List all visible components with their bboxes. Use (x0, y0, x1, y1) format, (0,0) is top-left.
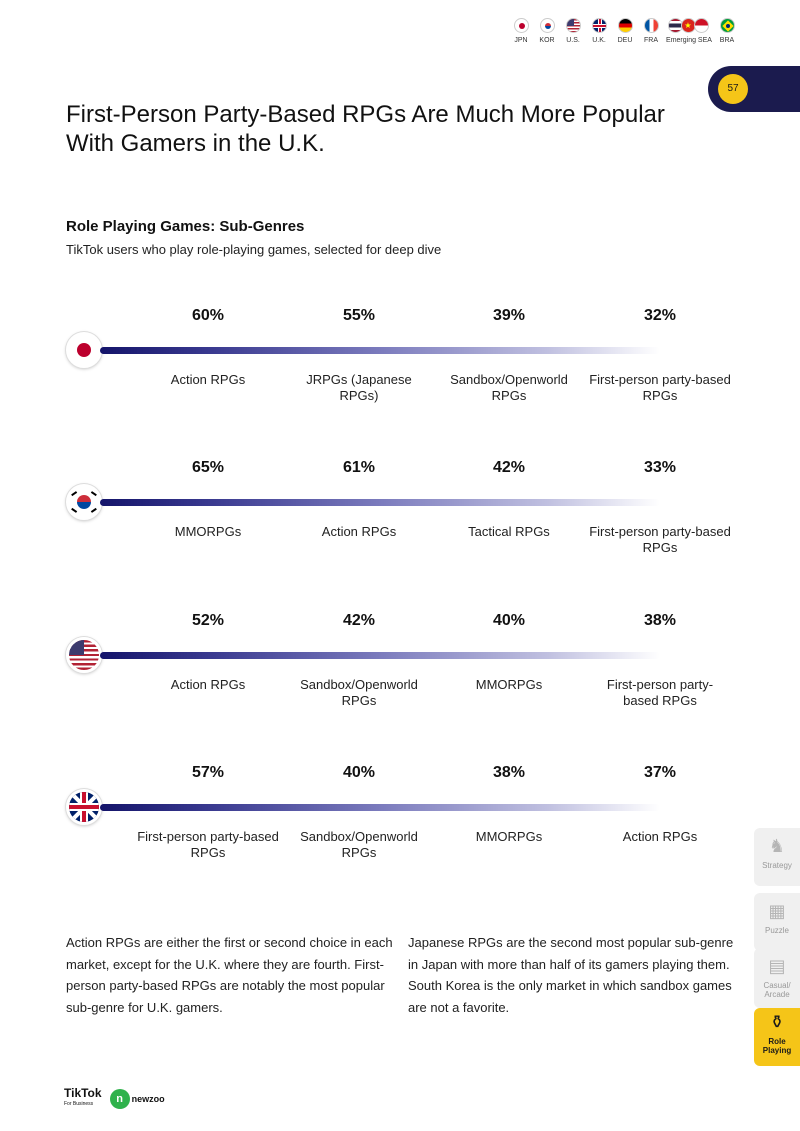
flag-jpn[interactable]: JPN (508, 18, 534, 44)
flag-label: KOR (539, 37, 555, 44)
body-text-right: Japanese RPGs are the second most popula… (408, 935, 734, 1015)
uk-flag-icon (66, 789, 102, 825)
page-title: First-Person Party-Based RPGs Are Much M… (66, 101, 665, 157)
us-flag-icon (565, 18, 581, 33)
ranking-bar (100, 499, 660, 506)
market-row-us: 52% 42% 40% 38% Action RPGs Sandbox/Open… (0, 605, 800, 715)
flag-label: JPN (514, 37, 528, 44)
flag-label: FRA (644, 37, 658, 44)
indonesia-flag-icon (693, 18, 709, 33)
tiktok-sub: For Business (64, 1101, 94, 1107)
percent-value: 52% (191, 612, 225, 629)
flag-label: DEU (617, 37, 633, 44)
uk-flag-icon (591, 18, 607, 33)
side-nav-role-playing[interactable]: ⚱ Role Playing (754, 1008, 800, 1066)
flag-fra[interactable]: FRA (638, 18, 664, 44)
subgenre-label: MMORPGs (475, 677, 543, 692)
subgenre-label: First-person party-based RPGs (606, 677, 714, 708)
percent-value: 38% (643, 612, 677, 629)
percent-value: 38% (492, 764, 526, 781)
flag-label: BRA (719, 37, 735, 44)
ranking-bar (100, 804, 660, 811)
percent-value: 61% (342, 459, 376, 476)
tiktok-wordmark: TikTok (64, 1086, 102, 1100)
percent-value: 39% (492, 307, 526, 324)
flag-label: U.S. (566, 37, 580, 44)
france-flag-icon (643, 18, 659, 33)
percent-value: 60% (191, 307, 225, 324)
subgenre-label: MMORPGs (475, 829, 543, 844)
page-number-tab: 57 (708, 66, 800, 112)
percent-value: 33% (643, 459, 677, 476)
korea-flag-icon (66, 484, 102, 520)
percent-value: 65% (191, 459, 225, 476)
flag-label: Emerging SEA (666, 37, 712, 44)
ranking-bar (100, 652, 660, 659)
subgenre-label: Tactical RPGs (468, 524, 550, 539)
flag-label: U.K. (592, 37, 606, 44)
percent-value: 40% (342, 764, 376, 781)
subgenre-label: MMORPGs (174, 524, 242, 539)
section-title: Role Playing Games: Sub-Genres (66, 218, 305, 235)
arcade-icon: ▤ (768, 956, 786, 976)
newzoo-icon: n (109, 1089, 130, 1109)
subgenre-label: First-person party-based RPGs (589, 372, 731, 403)
newzoo-logo: n newzoo (109, 1089, 165, 1109)
flag-uk[interactable]: U.K. (586, 18, 612, 44)
page-number: 57 (718, 74, 748, 104)
subgenre-label: Sandbox/Openworld RPGs (300, 677, 418, 708)
market-row-uk: 57% 40% 38% 37% First-person party-based… (0, 757, 800, 867)
percent-value: 40% (492, 612, 526, 629)
newzoo-wordmark: newzoo (131, 1094, 165, 1104)
market-row-korea: 65% 61% 42% 33% MMORPGs Action RPGs Tact… (0, 452, 800, 562)
korea-flag-icon (539, 18, 555, 33)
flag-deu[interactable]: DEU (612, 18, 638, 44)
subgenre-label: Action RPGs (170, 372, 246, 387)
percent-value: 37% (643, 764, 677, 781)
puzzle-icon: ▦ (768, 901, 786, 921)
percent-value: 57% (191, 764, 225, 781)
flag-us[interactable]: U.S. (560, 18, 586, 44)
percent-value: 42% (492, 459, 526, 476)
chess-knight-icon: ♞ (768, 836, 786, 856)
body-text-left: Action RPGs are either the first or seco… (66, 935, 393, 1015)
percent-value: 42% (342, 612, 376, 629)
footer-logos: TikTok For Business n newzoo (64, 1086, 165, 1110)
subgenre-label: JRPGs (Japanese RPGs) (306, 372, 412, 403)
section-description: TikTok users who play role-playing games… (66, 242, 442, 257)
ranking-bar (100, 347, 660, 354)
us-flag-icon (66, 637, 102, 673)
side-nav-puzzle[interactable]: ▦ Puzzle (754, 893, 800, 951)
subgenre-label: Action RPGs (622, 829, 698, 844)
tiktok-logo: TikTok For Business (64, 1086, 102, 1110)
side-nav-strategy[interactable]: ♞ Strategy (754, 828, 800, 886)
market-flags: JPN KOR U.S. U.K. DEU FRA ★ Emerging SEA… (508, 18, 740, 44)
germany-flag-icon (617, 18, 633, 33)
side-nav-label: Casual/ Arcade (763, 981, 791, 999)
brazil-flag-icon (719, 18, 735, 33)
flag-kor[interactable]: KOR (534, 18, 560, 44)
percent-value: 32% (643, 307, 677, 324)
subgenre-label: First-person party-based RPGs (589, 524, 731, 555)
side-nav-casual-arcade[interactable]: ▤ Casual/ Arcade (754, 948, 800, 1008)
japan-flag-icon (66, 332, 102, 368)
side-nav-label: Puzzle (764, 926, 789, 935)
side-nav-label: Strategy (762, 861, 792, 870)
subgenre-label: Action RPGs (170, 677, 246, 692)
market-row-japan: 60% 55% 39% 32% Action RPGs JRPGs (Japan… (0, 300, 800, 410)
flag-emerging-sea[interactable]: ★ Emerging SEA (664, 18, 714, 44)
flag-bra[interactable]: BRA (714, 18, 740, 44)
subgenre-label: Sandbox/Openworld RPGs (450, 372, 568, 403)
percent-value: 55% (342, 307, 376, 324)
subgenre-label: Sandbox/Openworld RPGs (300, 829, 418, 860)
subgenre-label: Action RPGs (321, 524, 397, 539)
side-nav-label: Role Playing (762, 1037, 792, 1055)
subgenre-label: First-person party-based RPGs (137, 829, 279, 860)
japan-flag-icon (513, 18, 529, 33)
role-playing-icon: ⚱ (769, 1012, 785, 1032)
